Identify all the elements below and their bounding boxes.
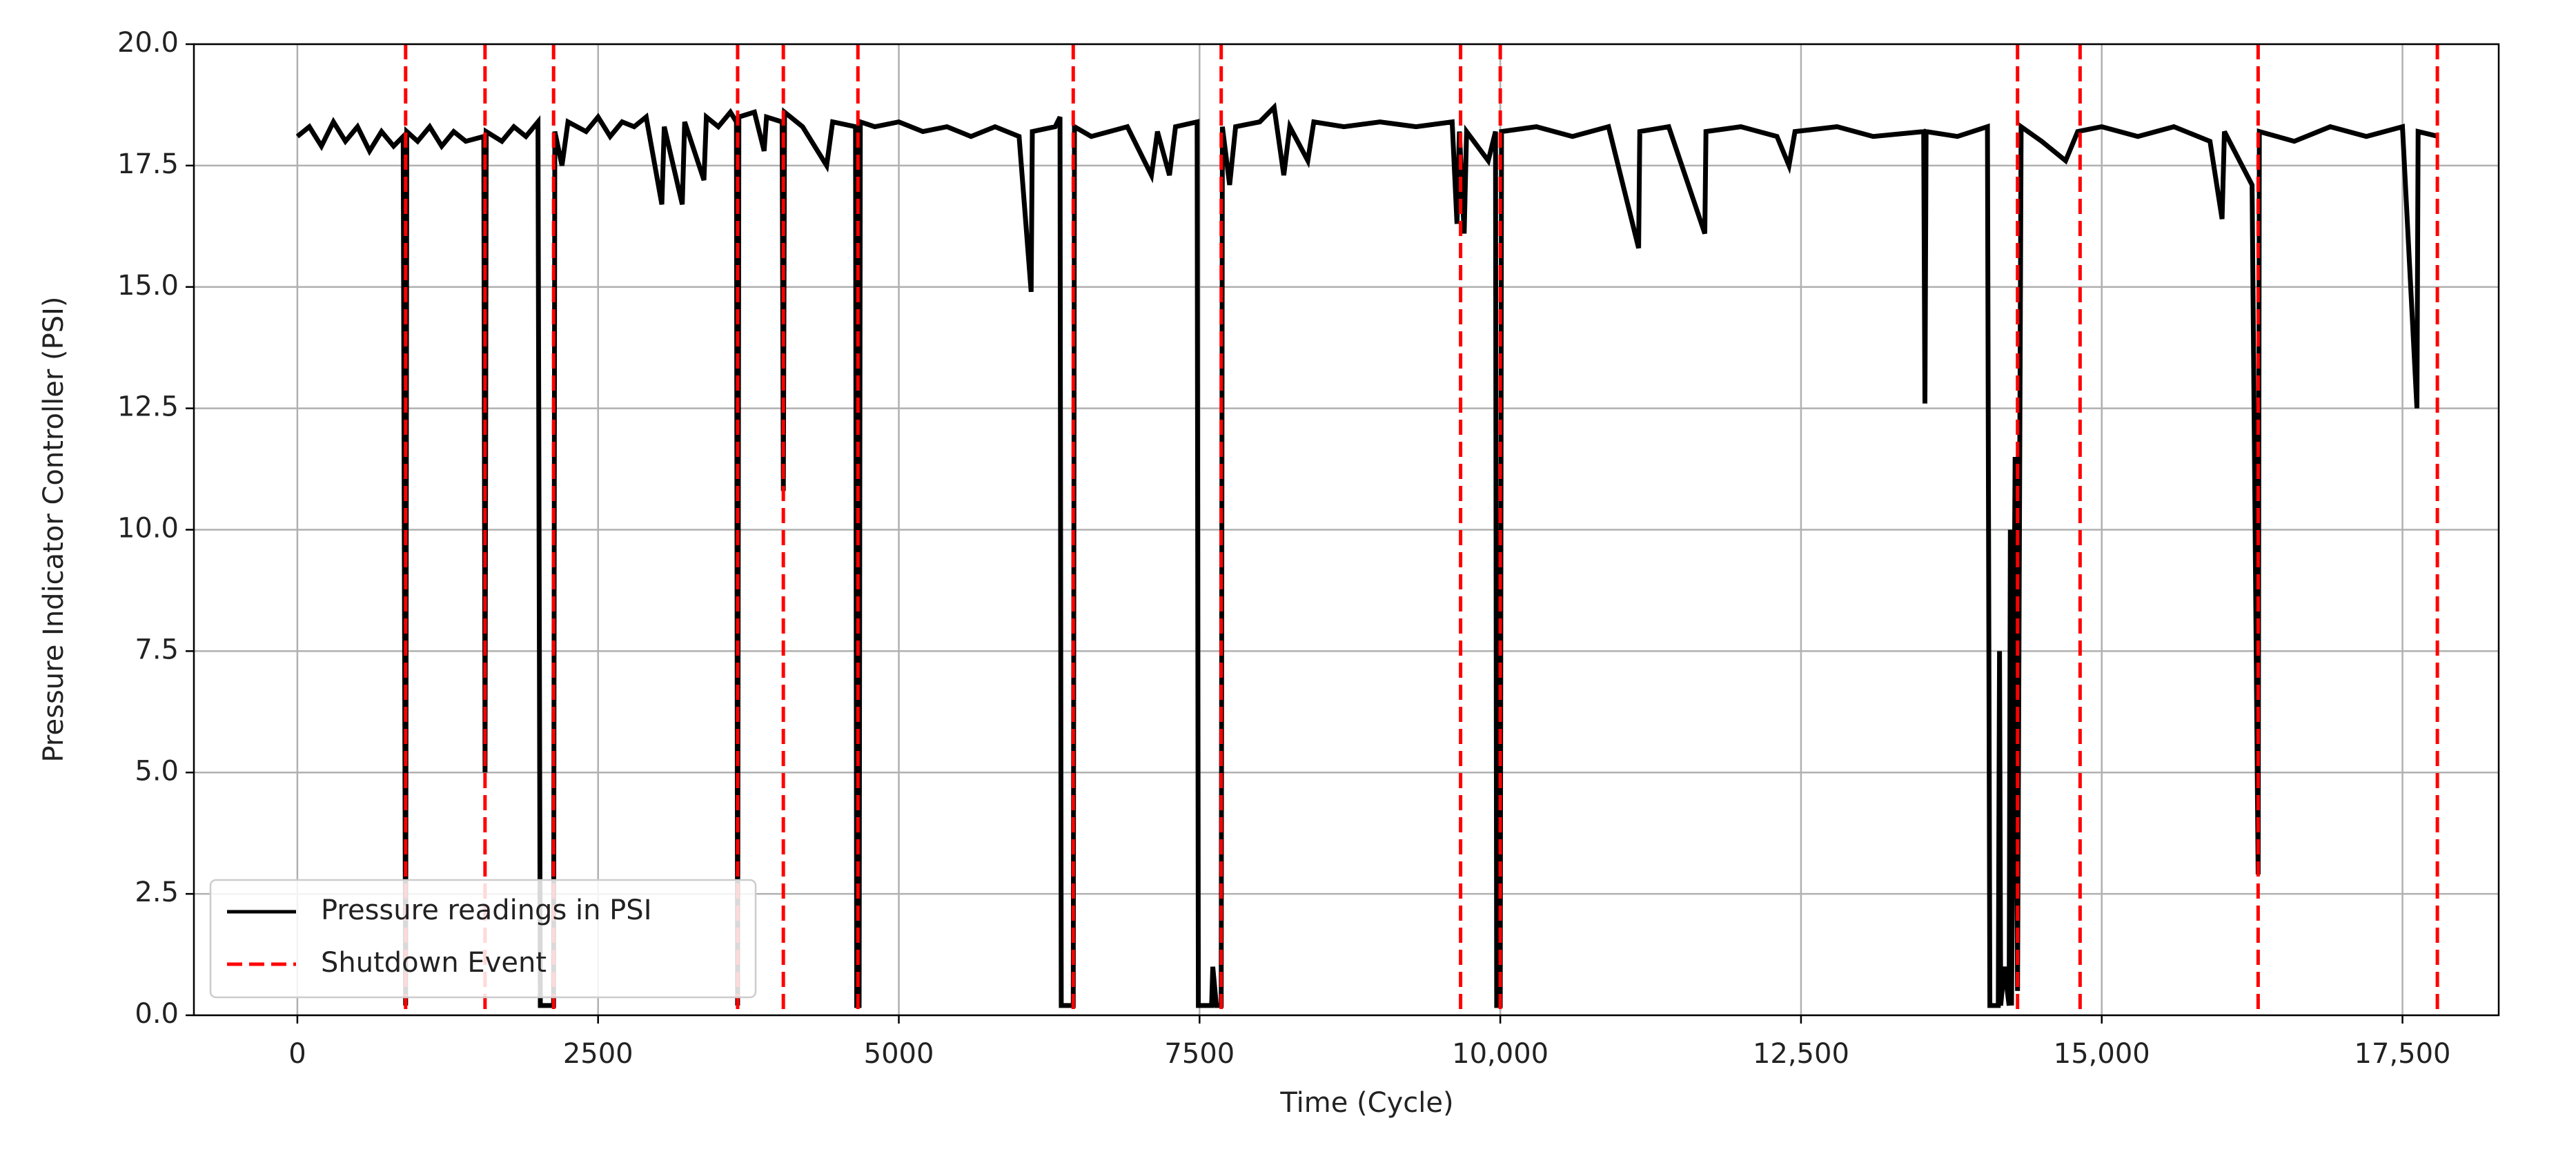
y-tick-label: 17.5 [117, 148, 179, 180]
x-tick-label: 10,000 [1452, 1038, 1548, 1070]
y-tick-label: 12.5 [117, 391, 179, 423]
legend-label: Pressure readings in PSI [321, 894, 652, 926]
y-tick-label: 7.5 [135, 634, 179, 665]
y-tick-label: 20.0 [117, 27, 179, 59]
x-tick-label: 17,500 [2354, 1038, 2451, 1070]
legend-box [209, 879, 757, 999]
y-tick-label: 5.0 [135, 755, 179, 787]
legend: Pressure readings in PSI Shutdown Event [209, 879, 757, 999]
x-axis-label: Time (Cycle) [1279, 1087, 1453, 1119]
y-axis-label: Pressure Indicator Controller (PSI) [38, 297, 70, 763]
x-tick-label: 15,000 [2054, 1038, 2150, 1070]
y-tick-label: 0.0 [135, 998, 179, 1030]
x-tick-label: 12,500 [1753, 1038, 1849, 1070]
legend-label: Shutdown Event [321, 947, 547, 979]
y-tick-label: 15.0 [117, 270, 179, 302]
y-tick-label: 2.5 [135, 877, 179, 908]
x-tick-label: 0 [288, 1038, 306, 1070]
plot-area [295, 44, 2439, 1015]
x-tick-label: 5000 [864, 1038, 934, 1070]
y-tick-label: 10.0 [117, 513, 179, 545]
x-tick-label: 2500 [563, 1038, 633, 1070]
x-tick-label: 7500 [1164, 1038, 1235, 1070]
ticks: 0 2500 5000 7500 10,000 12,500 15,000 17,500 0.0… [117, 27, 2451, 1070]
